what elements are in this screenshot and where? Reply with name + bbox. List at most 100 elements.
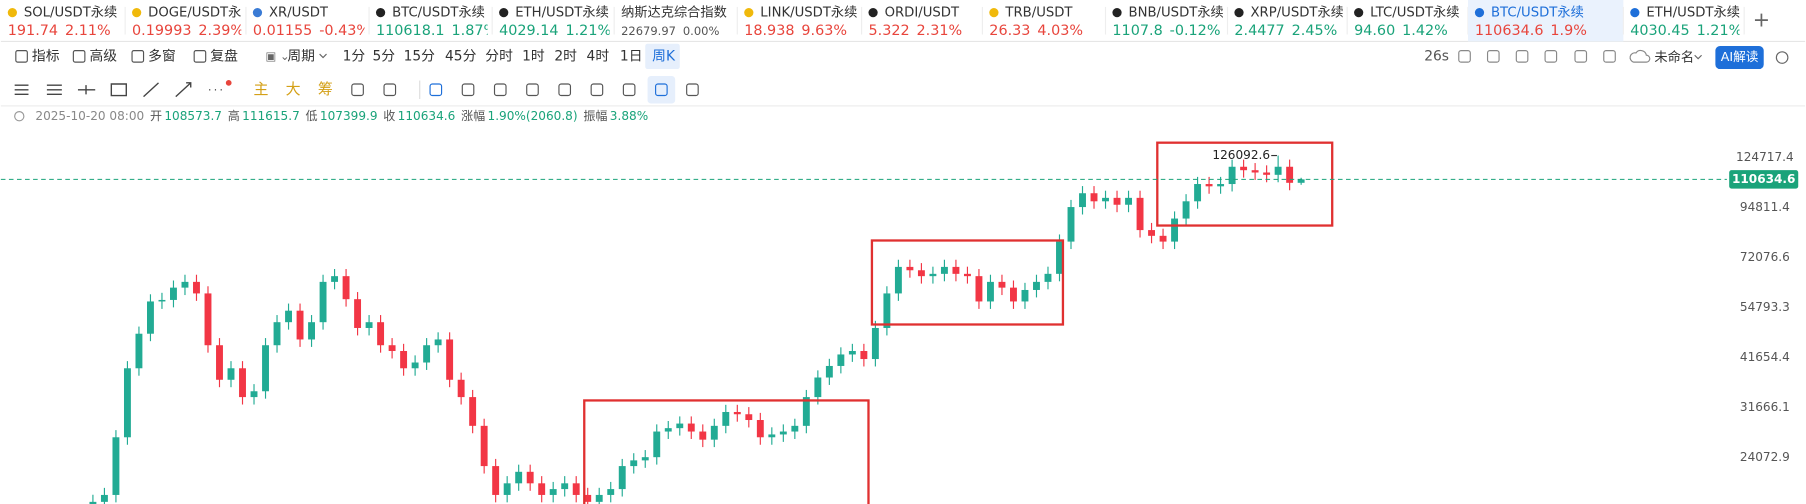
dropdown[interactable]: ▣ ⌄: [266, 49, 290, 63]
candle-body: [779, 431, 787, 435]
candle-body: [710, 425, 718, 440]
candle-body: [561, 483, 569, 490]
period[interactable]: 分时: [485, 48, 513, 64]
tool-icon[interactable]: [558, 83, 572, 97]
candle-body: [526, 471, 534, 484]
ai-button[interactable]: AI解读: [1721, 49, 1759, 64]
tool-icon[interactable]: [590, 83, 604, 97]
candle-body: [434, 339, 442, 346]
field-label: 开: [150, 109, 162, 123]
tool-icon[interactable]: [655, 83, 668, 97]
coin-icon: [132, 8, 142, 18]
drawing-toolbar: 主大筹: [14, 75, 699, 104]
field-value: 110634.6: [398, 109, 456, 123]
period[interactable]: 2时: [554, 48, 577, 64]
price: 94.60: [1354, 23, 1395, 39]
change: 2.45%: [1292, 23, 1338, 39]
draw-tool[interactable]: [46, 84, 62, 96]
candle-body: [814, 377, 822, 398]
period[interactable]: 15分: [404, 48, 436, 64]
candle-body: [1079, 193, 1086, 208]
active-tool-bg: [647, 75, 676, 104]
draw-tool[interactable]: [143, 82, 159, 98]
add-tab[interactable]: +: [1753, 8, 1770, 32]
period[interactable]: 周K: [652, 48, 676, 64]
candle-body: [1102, 197, 1109, 202]
tool-icon[interactable]: [1515, 50, 1529, 63]
toolbar-button[interactable]: 指标: [32, 48, 60, 64]
tab[interactable]: XR/USDT 0.01155 -0.43%: [253, 6, 370, 39]
candle-body: [584, 494, 592, 502]
chart-tool[interactable]: 大: [286, 80, 301, 98]
tab[interactable]: TRB/USDT 26.33 4.03%: [989, 6, 1107, 39]
toolbar-button[interactable]: 高级: [89, 47, 117, 64]
max-label: 126092.6: [1212, 148, 1270, 162]
candle-body: [1263, 172, 1271, 175]
tab-name: ORDI/USDT: [885, 6, 960, 21]
draw-tool[interactable]: [110, 83, 127, 97]
tool-icon[interactable]: [686, 83, 699, 97]
coin-icon: [989, 8, 999, 18]
candle-body: [1021, 289, 1029, 302]
tab[interactable]: BTC/USDT永续 110618.1 1.87%: [375, 5, 497, 39]
candle-body: [100, 494, 108, 502]
layout-name[interactable]: 未命名: [1654, 49, 1694, 66]
candle-body: [987, 281, 994, 302]
tab[interactable]: ETH/USDT永续 4030.45 1.21%: [1630, 5, 1745, 39]
change: 2.11%: [65, 23, 111, 39]
draw-tool[interactable]: [14, 84, 29, 96]
candle-body: [538, 483, 546, 495]
tool-icon[interactable]: [429, 83, 443, 97]
tool-icon[interactable]: [622, 83, 636, 97]
draw-tool[interactable]: [175, 82, 192, 98]
tab[interactable]: ORDI/USDT 5.322 2.31%: [868, 6, 983, 39]
tab[interactable]: LINK/USDT永续 18.938 9.63%: [744, 5, 863, 39]
tab-name: SOL/USDT永续: [24, 5, 117, 21]
tab[interactable]: LTC/USDT永续 94.60 1.42%: [1354, 5, 1469, 39]
tab[interactable]: 纳斯达克综合指数 22679.97 0.00%: [621, 5, 738, 38]
candle-body: [400, 351, 408, 369]
tab[interactable]: SOL/USDT永续 191.74 2.11%: [7, 5, 126, 39]
tool-icon[interactable]: [1486, 50, 1500, 63]
chart: 124717.4 94811.4 72076.6 54793.3 41654.4 3166…: [0, 141, 1799, 504]
period[interactable]: 1分: [343, 48, 366, 64]
tool-icon[interactable]: [526, 83, 539, 97]
toolbar: 指标 高级 多窗 复盘 ▣ ⌄周期 1分 5分 15分 45分 分时 1时 2时 4时 1日 周K 26s 未命…: [15, 47, 1789, 66]
candle-body: [1033, 281, 1040, 290]
tool-icon[interactable]: [1458, 50, 1471, 63]
tab[interactable]: BTC/USDT永续 110634.6 1.9%: [1467, 0, 1624, 42]
toolbar-button[interactable]: 复盘: [210, 47, 238, 64]
chart-tool[interactable]: 筹: [318, 80, 333, 98]
draw-tool[interactable]: [77, 85, 96, 95]
tab-name: LTC/USDT永续: [1370, 5, 1459, 21]
tab[interactable]: ETH/USDT永续 4029.14 1.21%: [499, 5, 615, 39]
chart-tool[interactable]: 主: [253, 80, 268, 98]
tool-icon[interactable]: [1574, 50, 1588, 63]
candle-body: [365, 322, 373, 328]
button-icon: [131, 50, 145, 63]
button-icon: [193, 50, 207, 63]
period[interactable]: 4时: [587, 48, 610, 64]
tool-icon[interactable]: [1544, 50, 1558, 63]
tool-icon[interactable]: [1603, 50, 1616, 63]
tool-icon[interactable]: [461, 83, 475, 97]
coin-icon: [252, 8, 263, 18]
candle-body: [1240, 166, 1248, 171]
toolbar-button[interactable]: 多窗: [148, 47, 176, 64]
period[interactable]: 1时: [522, 48, 545, 64]
tool-icon[interactable]: [493, 83, 507, 97]
ai-button-bg[interactable]: [1715, 46, 1764, 70]
settings-icon[interactable]: [1775, 51, 1789, 64]
period-menu[interactable]: 周期: [287, 48, 315, 64]
period[interactable]: 45分: [445, 48, 477, 64]
period[interactable]: 5分: [373, 48, 396, 64]
tab[interactable]: BNB/USDT永续 1107.8 -0.12%: [1112, 5, 1229, 39]
tab[interactable]: DOGE/USDT永续 0.19993 2.39%: [132, 5, 255, 39]
candle-body: [1251, 170, 1259, 173]
candle-body: [1010, 287, 1017, 302]
tab[interactable]: XRP/USDT永续 2.4477 2.45%: [1234, 5, 1348, 39]
tab-name: BTC/USDT永续: [1491, 5, 1584, 21]
tool-icon[interactable]: [383, 83, 397, 97]
tool-icon[interactable]: [351, 83, 364, 97]
period[interactable]: 1日: [620, 48, 643, 64]
